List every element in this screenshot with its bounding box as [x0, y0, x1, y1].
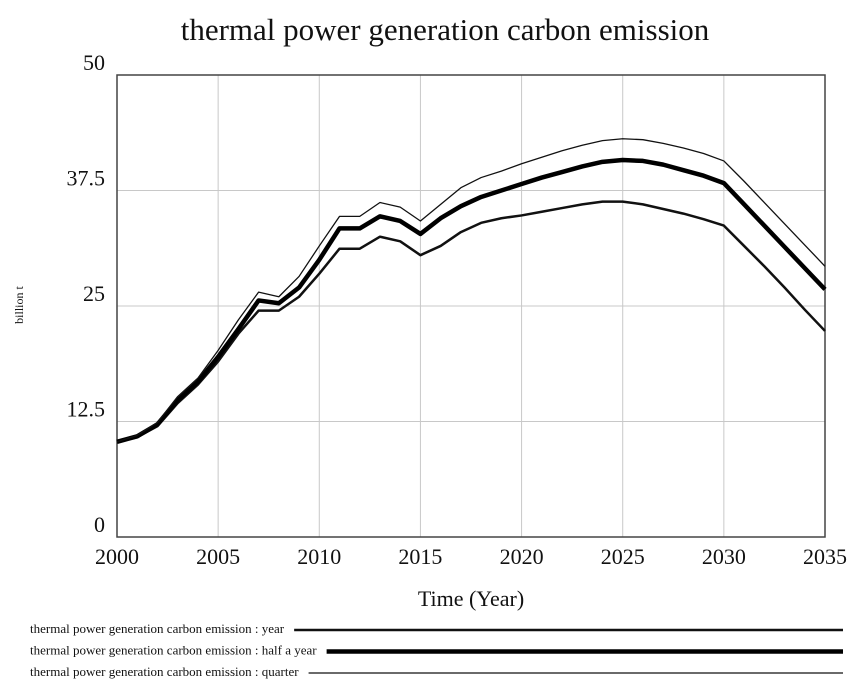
- x-tick-label: 2005: [196, 544, 240, 569]
- y-tick-label: 25: [83, 281, 105, 306]
- x-tick-label: 2010: [297, 544, 341, 569]
- chart-title: thermal power generation carbon emission: [181, 12, 710, 47]
- series-line: [116, 200, 826, 444]
- x-tick-label: 2030: [702, 544, 746, 569]
- legend-label: thermal power generation carbon emission…: [30, 621, 285, 636]
- x-tick-label: 2020: [500, 544, 544, 569]
- y-axis-label: billion t: [12, 286, 26, 324]
- x-tick-label: 2035: [803, 544, 847, 569]
- x-tick-label: 2015: [398, 544, 442, 569]
- x-tick-label: 2025: [601, 544, 645, 569]
- x-tick-label: 2000: [95, 544, 139, 569]
- series-line: [116, 157, 827, 444]
- plot-border: [116, 74, 826, 538]
- y-tick-label: 37.5: [67, 166, 106, 191]
- legend-label: thermal power generation carbon emission…: [30, 642, 317, 657]
- legend-label: thermal power generation carbon emission…: [30, 664, 299, 679]
- y-tick-label: 12.5: [67, 397, 106, 422]
- y-tick-label: 0: [94, 512, 105, 537]
- x-axis-label: Time (Year): [418, 586, 524, 611]
- y-tick-label: 50: [83, 50, 105, 75]
- series-line: [116, 138, 826, 443]
